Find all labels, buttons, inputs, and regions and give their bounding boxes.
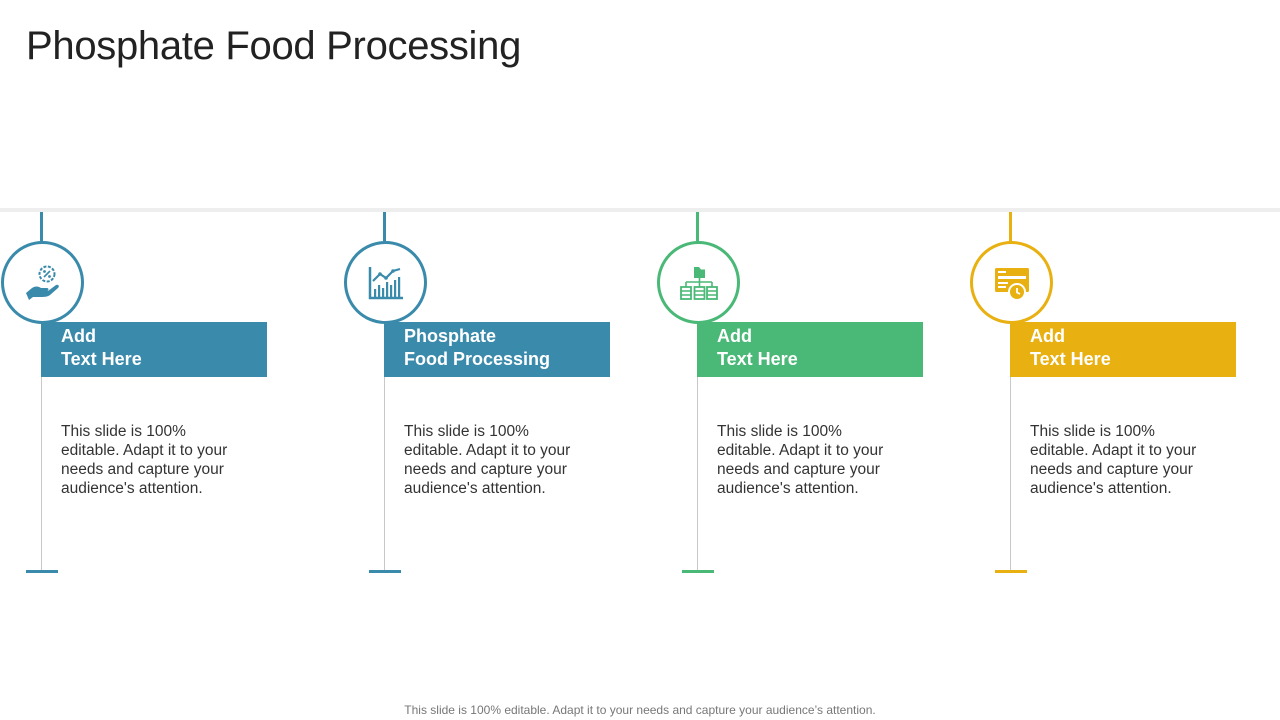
footer-note: This slide is 100% editable. Adapt it to… [404, 703, 876, 717]
heading-line-2: Text Here [717, 349, 798, 369]
page-title: Phosphate Food Processing [26, 24, 522, 68]
heading-line-2: Text Here [61, 349, 142, 369]
browser-clock-icon [994, 267, 1029, 301]
column-line [41, 376, 42, 571]
icon-circle [344, 241, 427, 324]
column-stem [383, 212, 386, 242]
timeline-divider [0, 208, 1280, 212]
column-foot [995, 570, 1027, 573]
column-description: This slide is 100% editable. Adapt it to… [404, 423, 571, 497]
column-1: Phosphate Food Processing This slide is … [343, 212, 633, 574]
icon-circle [1, 241, 84, 324]
heading-line-1: Add [717, 326, 752, 346]
column-2: Add Text Here This slide is 100% editabl… [656, 212, 946, 574]
heading-line-2: Text Here [1030, 349, 1111, 369]
hand-percent-icon [25, 265, 59, 300]
column-stem [1009, 212, 1012, 242]
column-stem [696, 212, 699, 242]
line-chart-icon [368, 266, 403, 299]
column-line [697, 376, 698, 571]
column-heading: Add Text Here [41, 322, 267, 377]
column-foot [26, 570, 58, 573]
folder-hierarchy-icon [679, 266, 718, 300]
column-line [384, 376, 385, 571]
icon-circle [657, 241, 740, 324]
column-heading: Add Text Here [1010, 322, 1236, 377]
column-description: This slide is 100% editable. Adapt it to… [61, 423, 228, 497]
heading-line-1: Phosphate [404, 326, 497, 346]
column-heading: Add Text Here [697, 322, 923, 377]
column-foot [682, 570, 714, 573]
column-line [1010, 376, 1011, 571]
icon-circle [970, 241, 1053, 324]
column-heading: Phosphate Food Processing [384, 322, 610, 377]
column-3: Add Text Here This slide is 100% editabl… [969, 212, 1259, 574]
column-4: Add Text Here This slide is 100% editabl… [0, 212, 290, 574]
column-description: This slide is 100% editable. Adapt it to… [717, 423, 884, 497]
heading-line-2: Food Processing [404, 349, 551, 369]
column-foot [369, 570, 401, 573]
column-stem [40, 212, 43, 242]
column-description: This slide is 100% editable. Adapt it to… [1030, 423, 1197, 497]
heading-line-1: Add [61, 326, 96, 346]
heading-line-1: Add [1030, 326, 1065, 346]
